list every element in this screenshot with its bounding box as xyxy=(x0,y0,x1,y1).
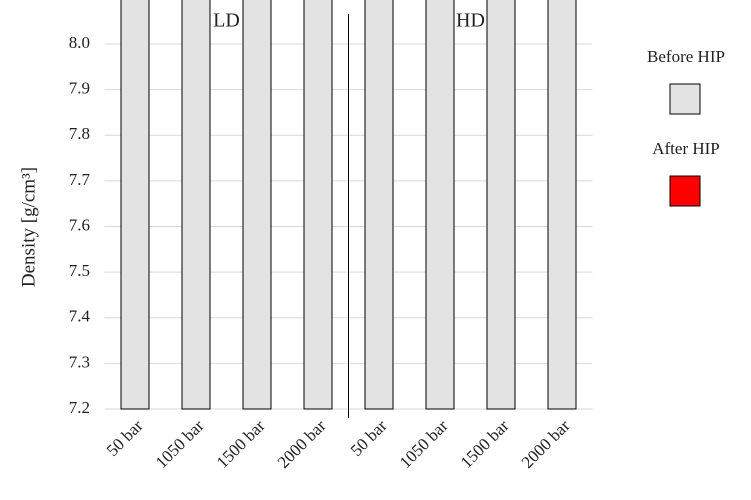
x-tick-label: 2000 bar xyxy=(274,416,330,472)
x-tick-label: 1500 bar xyxy=(213,416,269,472)
x-tick-label: 1050 bar xyxy=(152,416,208,472)
bar-segment xyxy=(303,0,333,410)
bar-segment xyxy=(181,0,211,410)
y-tick-label: 7.4 xyxy=(69,307,91,326)
bar-segment xyxy=(547,0,577,410)
y-tick-label: 7.5 xyxy=(69,261,90,280)
legend-label: After HIP xyxy=(652,139,720,158)
y-tick-label: 7.2 xyxy=(69,398,90,417)
legend-label: Before HIP xyxy=(647,47,725,66)
x-tick-label: 1050 bar xyxy=(396,416,452,472)
y-tick-label: 7.6 xyxy=(69,215,90,234)
x-tick-label: 2000 bar xyxy=(518,416,574,472)
bar-segment xyxy=(425,0,455,410)
bar-segment xyxy=(364,0,394,410)
y-tick-label: 7.7 xyxy=(69,170,91,189)
bar-segment xyxy=(486,0,516,410)
legend-swatch xyxy=(669,83,701,115)
legend-swatch xyxy=(669,175,701,207)
bar-segment xyxy=(120,0,150,410)
group-label: HD xyxy=(456,10,485,32)
bar-segment xyxy=(242,0,272,410)
group-label: LD xyxy=(213,10,240,32)
y-tick-label: 8.0 xyxy=(69,33,90,52)
x-tick-label: 1500 bar xyxy=(457,416,513,472)
x-tick-label: 50 bar xyxy=(103,416,147,460)
y-tick-label: 7.9 xyxy=(69,79,90,98)
y-tick-label: 7.3 xyxy=(69,352,90,371)
y-axis-label: Density [g/cm³] xyxy=(18,167,39,287)
y-tick-label: 7.8 xyxy=(69,124,90,143)
x-tick-label: 50 bar xyxy=(347,416,391,460)
